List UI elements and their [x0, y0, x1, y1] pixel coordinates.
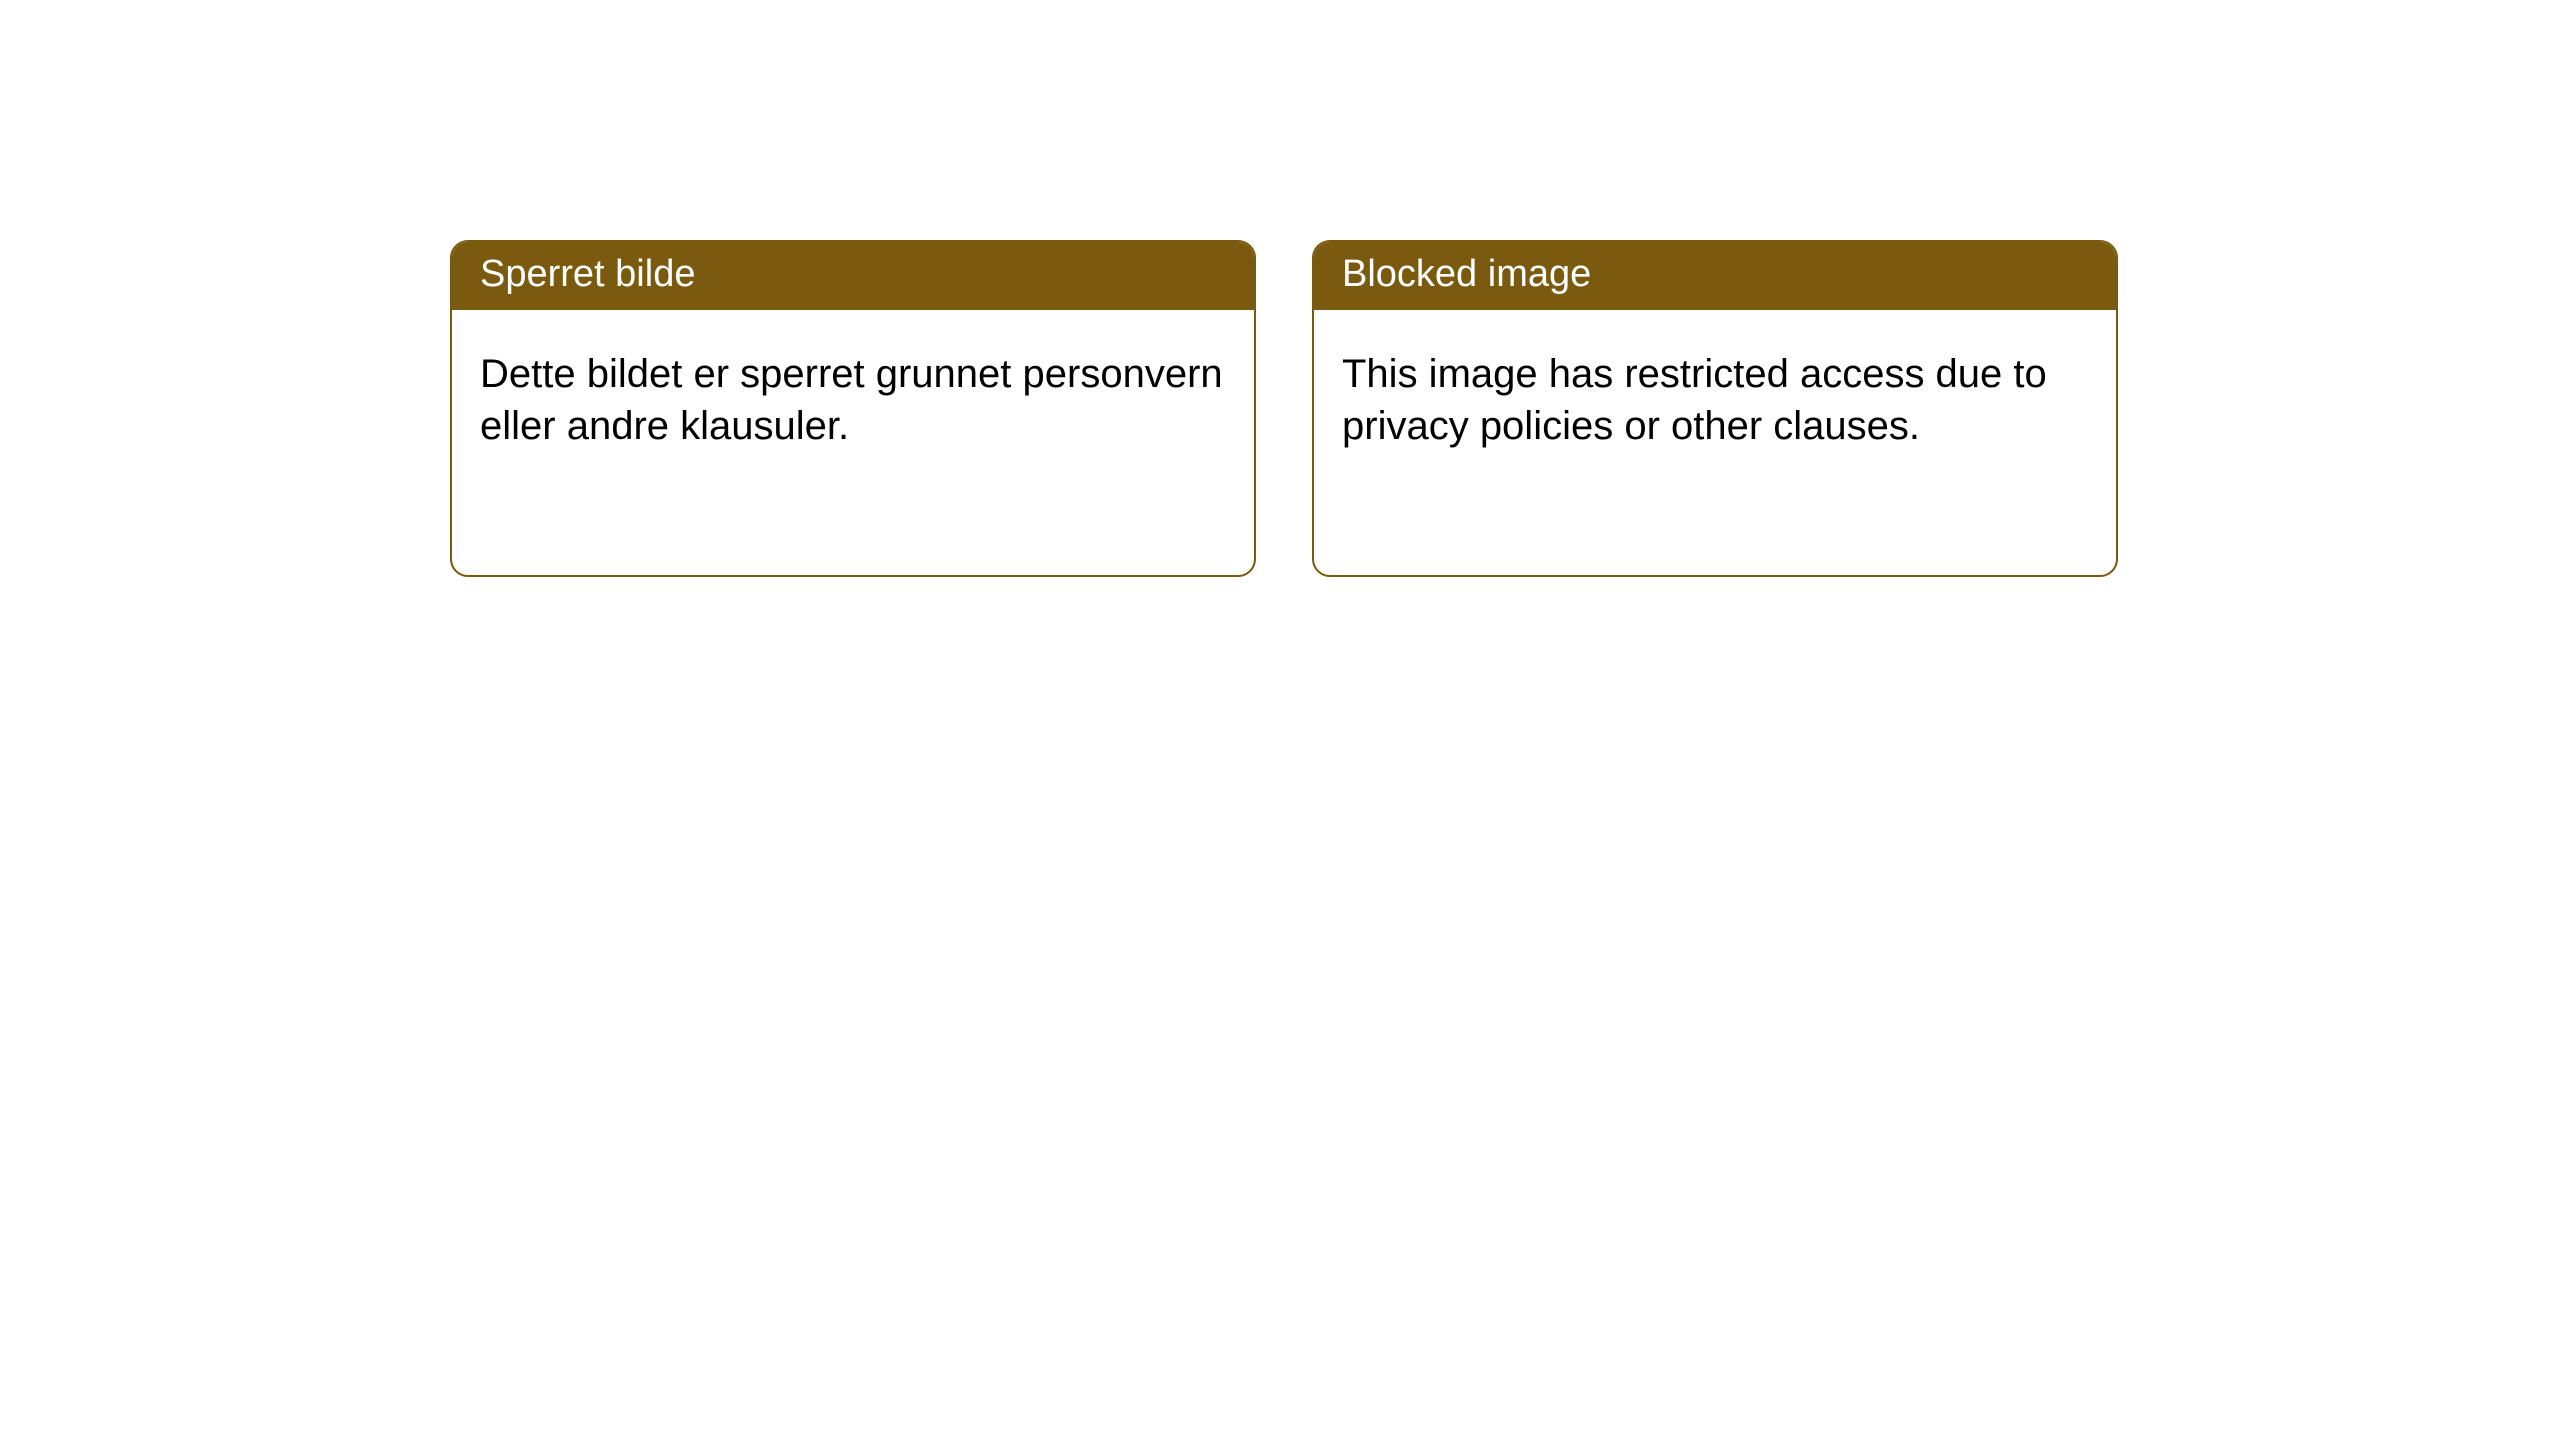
notice-header: Blocked image — [1314, 242, 2116, 310]
notice-header: Sperret bilde — [452, 242, 1254, 310]
notice-card-norwegian: Sperret bilde Dette bildet er sperret gr… — [450, 240, 1256, 577]
notice-container: Sperret bilde Dette bildet er sperret gr… — [0, 0, 2560, 577]
notice-body: Dette bildet er sperret grunnet personve… — [452, 310, 1254, 490]
notice-card-english: Blocked image This image has restricted … — [1312, 240, 2118, 577]
notice-body: This image has restricted access due to … — [1314, 310, 2116, 490]
